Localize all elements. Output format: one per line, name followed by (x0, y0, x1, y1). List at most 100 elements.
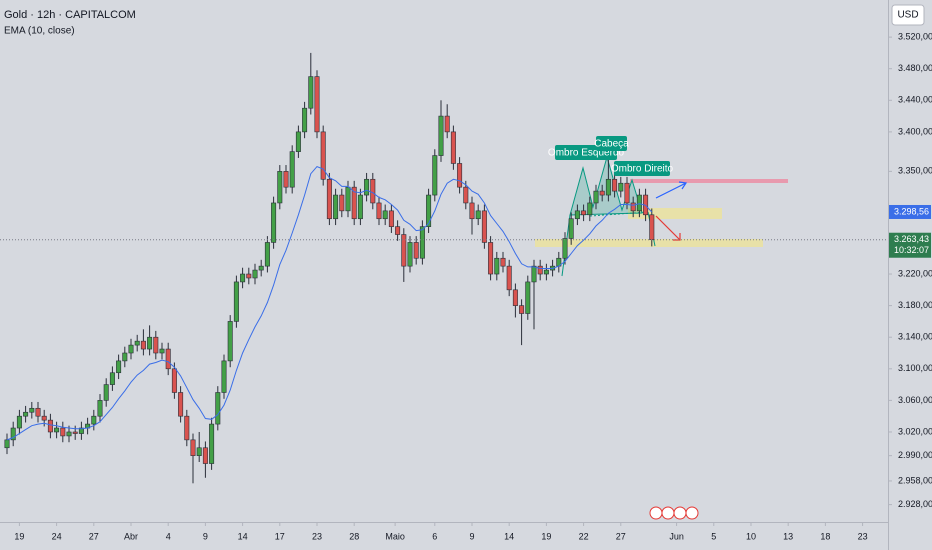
candle-body (91, 415, 97, 425)
x-tick-label: 17 (275, 531, 285, 541)
candle-body (401, 234, 407, 267)
last-price-label: 3.263,43 (894, 234, 929, 244)
candle-body (252, 269, 258, 279)
annotation: Ombro Esquerdo (548, 148, 625, 159)
candle-body (295, 131, 301, 152)
candle-body (488, 242, 494, 275)
candle-body (475, 210, 481, 220)
candle-body (54, 427, 60, 433)
x-tick-label: 9 (203, 531, 208, 541)
x-tick-label: 10 (746, 531, 756, 541)
candle-body (264, 242, 270, 267)
x-tick-label: 9 (469, 531, 474, 541)
candle-body (178, 392, 184, 417)
candle-body (258, 265, 264, 271)
x-tick-label: Maio (385, 531, 405, 541)
candle-body (190, 439, 196, 456)
candle-body (140, 340, 146, 350)
candle-body (630, 202, 636, 212)
candle-body (605, 178, 611, 196)
candle-body (457, 163, 463, 188)
candle-body (413, 242, 419, 259)
candle-body (41, 415, 47, 421)
y-tick-label: 3.520,00 (898, 31, 932, 41)
candle-body (277, 171, 283, 204)
y-tick-label: 2.990,00 (898, 450, 932, 460)
y-tick-label: 3.220,00 (898, 268, 932, 278)
candle-body (171, 368, 177, 393)
candle-body (512, 289, 518, 306)
candle-body (72, 431, 78, 434)
candle-body (519, 305, 525, 314)
candle-body (376, 202, 382, 220)
candle-body (426, 194, 432, 227)
y-tick-label: 3.400,00 (898, 126, 932, 136)
x-tick-label: 18 (820, 531, 830, 541)
y-tick-label: 2.958,00 (898, 475, 932, 485)
candle-body (289, 151, 295, 188)
x-tick-label: 24 (52, 531, 62, 541)
candle-body (581, 210, 587, 216)
neckline (589, 211, 649, 217)
candle-body (23, 411, 29, 417)
event-icon (649, 506, 663, 520)
candle-body (283, 171, 289, 188)
candle-body (29, 407, 35, 413)
candle-body (587, 202, 593, 216)
y-tick-label: 2.928,00 (898, 499, 932, 509)
candle-body (184, 415, 190, 441)
candle-body (432, 155, 438, 196)
candle-body (109, 372, 115, 385)
candle-body (10, 427, 16, 441)
ema-price-label: 3.298,56 (894, 206, 929, 216)
y-tick-label: 3.480,00 (898, 63, 932, 73)
event-icon (673, 506, 687, 520)
candle-body (407, 242, 413, 267)
candle-body (271, 202, 277, 243)
support-zone (535, 239, 763, 247)
candle-body (221, 360, 227, 393)
ema-line (6, 166, 653, 441)
x-tick-label: Jun (669, 531, 684, 541)
candle-body (240, 273, 246, 283)
neckline-zone (628, 208, 722, 219)
candle-body (233, 281, 239, 322)
candle-body (333, 194, 339, 220)
ema-price-box (889, 204, 931, 219)
candle-body (345, 186, 351, 212)
candle-body (444, 115, 450, 133)
x-tick-label: 27 (616, 531, 626, 541)
candle-body (320, 131, 326, 180)
currency-box[interactable] (891, 4, 925, 26)
candle-body (624, 182, 630, 204)
candle-body (159, 348, 165, 354)
candle-body (35, 407, 41, 417)
candle-body (122, 352, 128, 362)
candle-body (525, 281, 531, 314)
currency[interactable]: USD (897, 10, 918, 21)
candle-body (60, 427, 66, 437)
candle-body (506, 265, 512, 291)
countdown: 10:32:07 (894, 245, 929, 255)
candle-body (246, 273, 252, 279)
x-tick-label: 28 (349, 531, 359, 541)
plot (0, 52, 888, 484)
candle-body (128, 344, 134, 354)
x-tick-label: 14 (504, 531, 514, 541)
candle-body (537, 265, 543, 275)
candle-body (16, 415, 22, 429)
candle-body (500, 257, 506, 267)
x-tick-label: 6 (432, 531, 437, 541)
y-tick-label: 3.350,00 (898, 166, 932, 176)
candle-body (165, 348, 171, 370)
y-tick-label: 3.020,00 (898, 426, 932, 436)
candle-body (351, 186, 357, 220)
candle-body (153, 336, 159, 354)
chart-title: Gold · 12h · CAPITALCOM (4, 9, 136, 21)
event-icon (685, 506, 699, 520)
x-tick-label: 4 (166, 531, 171, 541)
candle-body (562, 238, 568, 259)
